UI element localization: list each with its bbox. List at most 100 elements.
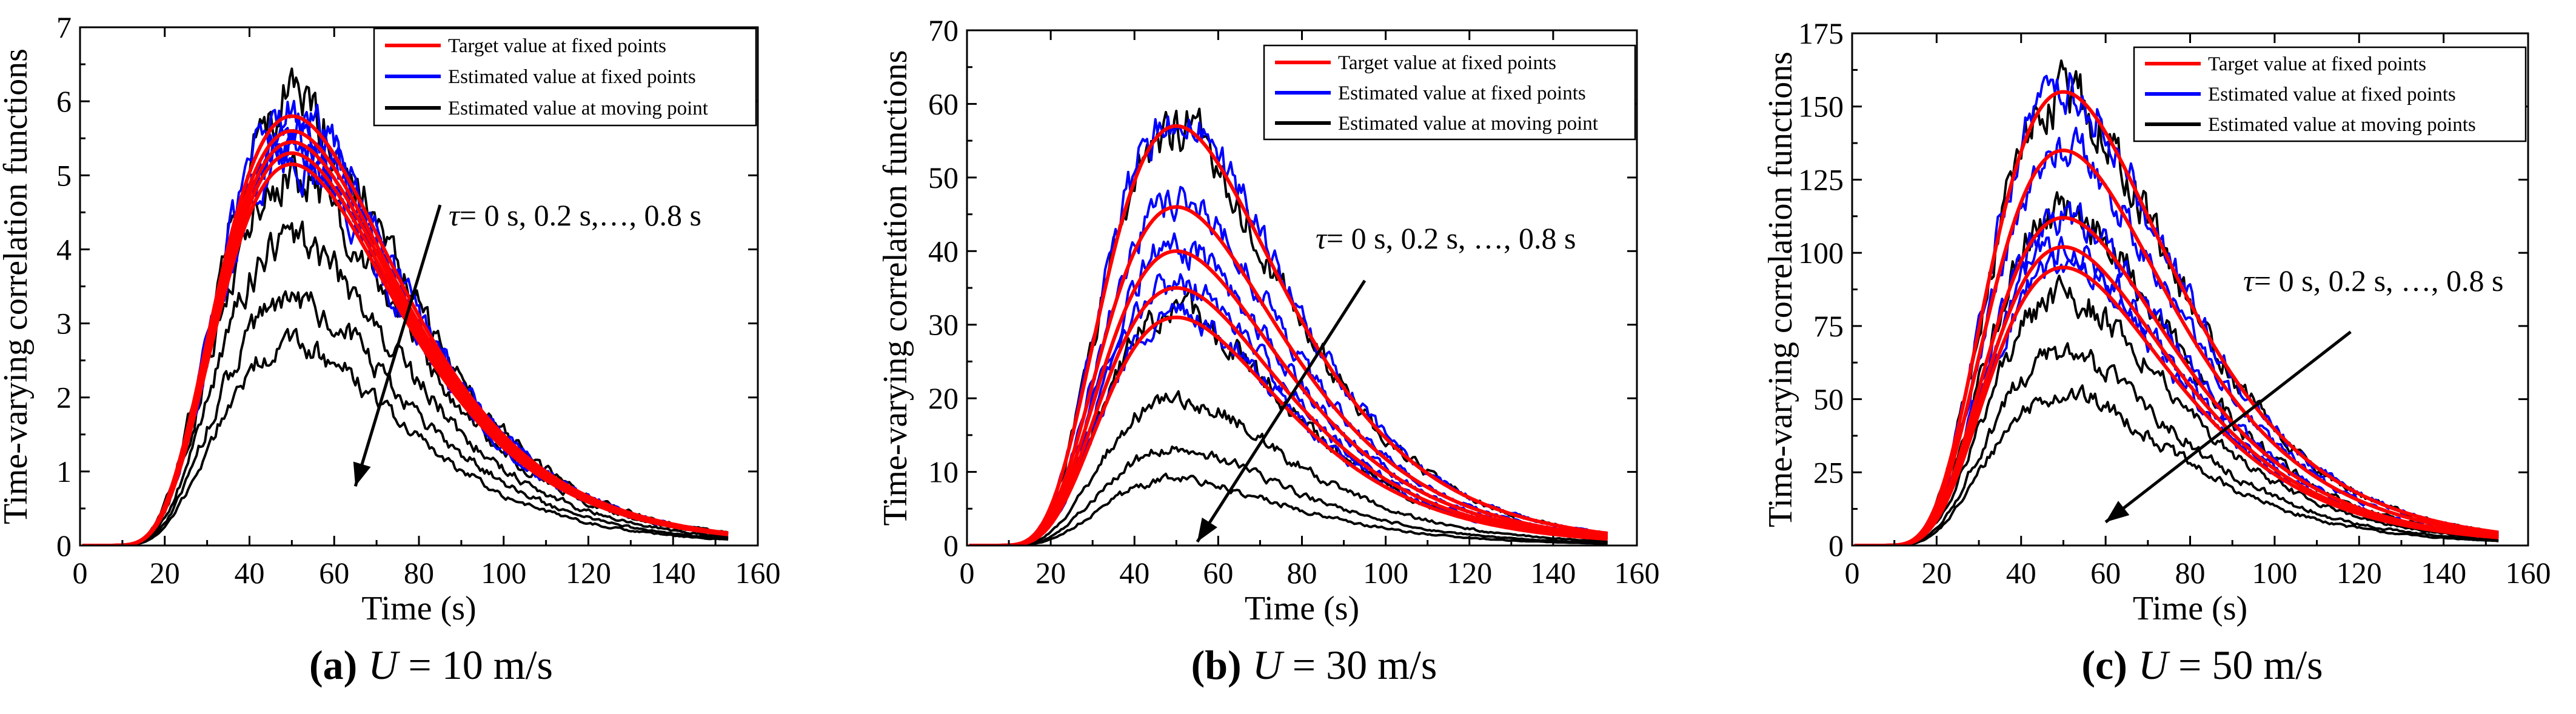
curves-c (1854, 59, 2499, 546)
series-line-c-2-3 (1854, 342, 2499, 546)
y-tick-label-a-5: 5 (56, 158, 72, 192)
y-tick-label-c-7: 175 (1798, 16, 1844, 50)
x-tick-label-a-7: 140 (651, 556, 696, 590)
series-line-b-1-4 (969, 302, 1608, 546)
series-line-c-0-2 (1854, 216, 2499, 546)
y-axis-title-c: Time-varying correlation functions (1762, 52, 1799, 527)
x-tick-label-c-6: 120 (2337, 556, 2382, 590)
x-tick-label-a-1: 20 (150, 556, 180, 590)
y-tick-label-c-6: 150 (1798, 90, 1844, 124)
annotation-values-c: = 0 s, 0.2 s, …, 0.8 s (2254, 264, 2504, 298)
x-tick-label-b-8: 160 (1614, 556, 1660, 590)
x-axis-title-a: Time (s) (361, 590, 476, 627)
chart-panel-c: 0 20 40 60 80 100 120 140 160 0 25 50 75 100 125 150 175… (1762, 16, 2551, 688)
caption-rest-a: = 10 m/s (398, 642, 553, 688)
y-tick-label-b-1: 10 (928, 455, 958, 489)
y-tick-label-c-1: 25 (1813, 455, 1844, 489)
annotation-arrow-c (2104, 330, 2352, 524)
y-tick-label-a-2: 2 (56, 381, 72, 415)
caption-var-a: U (368, 642, 400, 688)
y-axis-title-a: Time-varying correlation functions (0, 48, 35, 524)
annotation-text-b: τ= 0 s, 0.2 s, …, 0.8 s (1316, 221, 1576, 255)
x-tick-label-a-5: 100 (481, 556, 526, 590)
legend-label-a-2: Estimated value at moving point (448, 98, 708, 119)
y-tick-label-b-4: 40 (928, 234, 958, 268)
x-tick-label-b-4: 80 (1287, 556, 1317, 590)
chart-panel-b: 0 20 40 60 80 100 120 140 160 0 10 20 30 40 50 60 70 Time… (877, 13, 1660, 688)
legend-c: Target value at fixed points Estimated va… (2133, 46, 2527, 142)
caption-rest-b: = 30 m/s (1282, 642, 1437, 688)
x-axis-title-b: Time (s) (1245, 590, 1359, 627)
x-tick-label-c-5: 100 (2252, 556, 2297, 590)
legend-label-b-1: Estimated value at fixed points (1338, 82, 1586, 104)
series-line-a-2-4 (82, 328, 729, 546)
series-line-c-2-4 (1854, 384, 2499, 546)
annotation-tau-a: τ (449, 198, 461, 232)
x-tick-label-a-0: 0 (73, 556, 88, 590)
series-line-a-2-3 (82, 290, 729, 546)
series-line-c-2-1 (1854, 191, 2499, 546)
x-tick-label-b-1: 20 (1035, 556, 1066, 590)
x-tick-label-c-1: 20 (1921, 556, 1952, 590)
annotation-text-a: τ= 0 s, 0.2 s,…, 0.8 s (449, 198, 701, 232)
series-line-c-0-0 (1854, 90, 2499, 546)
caption-letter-b: (b) (1191, 642, 1242, 688)
x-tick-label-c-7: 140 (2421, 556, 2466, 590)
caption-var-c: U (2138, 642, 2170, 688)
x-tick-label-a-6: 120 (566, 556, 611, 590)
x-tick-label-c-0: 0 (1845, 556, 1860, 590)
y-axis-title-b: Time-varying correlation functions (877, 50, 914, 526)
series-line-a-1-2 (82, 131, 729, 546)
legend-label-c-1: Estimated value at fixed points (2208, 84, 2456, 105)
annotation-arrow-a (353, 204, 442, 487)
legend-label-a-1: Estimated value at fixed points (448, 66, 696, 88)
y-tick-label-c-3: 75 (1813, 309, 1844, 343)
series-line-b-2-3 (969, 445, 1608, 546)
y-tick-label-c-5: 125 (1798, 162, 1844, 196)
caption-b: (b) U = 30 m/s (1191, 642, 1437, 688)
series-line-a-1-3 (82, 128, 729, 546)
chart-panel-a: 0 20 40 60 80 100 120 140 160 0 1 2 3 4 5 6 7 Time (s) Tim… (0, 10, 781, 688)
caption-letter-a: (a) (309, 642, 357, 688)
annotation-arrowhead-c (2106, 501, 2130, 522)
x-tick-label-b-3: 60 (1203, 556, 1233, 590)
series-line-c-2-2 (1854, 275, 2499, 546)
x-tick-label-b-6: 120 (1447, 556, 1492, 590)
caption-rest-c: = 50 m/s (2168, 642, 2323, 688)
y-tick-label-a-0: 0 (56, 529, 72, 562)
y-tick-label-a-7: 7 (56, 10, 72, 44)
y-tick-label-b-2: 20 (928, 381, 958, 415)
series-line-a-1-1 (82, 111, 729, 546)
series-line-b-0-0 (969, 124, 1608, 546)
annotation-arrowhead-a (353, 461, 371, 487)
series-line-b-2-4 (969, 472, 1608, 546)
y-tick-label-b-7: 70 (928, 13, 958, 47)
caption-var-b: U (1253, 642, 1285, 688)
legend-a: Target value at fixed points Estimated va… (373, 27, 757, 127)
annotation-values-b: = 0 s, 0.2 s, …, 0.8 s (1326, 221, 1576, 255)
x-tick-label-b-0: 0 (960, 556, 975, 590)
series-line-b-0-3 (969, 286, 1608, 546)
series-line-c-0-4 (1854, 265, 2499, 546)
series-line-a-0-1 (82, 129, 729, 546)
series-line-b-0-4 (969, 315, 1608, 546)
x-tick-label-b-5: 100 (1363, 556, 1408, 590)
annotation-arrowhead-b (1197, 517, 1217, 542)
y-tick-label-c-4: 100 (1798, 236, 1844, 270)
x-tick-label-a-4: 80 (404, 556, 434, 590)
annotation-text-c: τ= 0 s, 0.2 s, …, 0.8 s (2243, 264, 2503, 298)
y-tick-label-a-1: 1 (56, 455, 72, 489)
annotation-tau-c: τ (2243, 264, 2255, 298)
x-axis-title-c: Time (s) (2133, 590, 2247, 627)
legend-label-c-0: Target value at fixed points (2208, 53, 2426, 75)
x-tick-label-b-7: 140 (1530, 556, 1576, 590)
x-tick-label-a-2: 40 (235, 556, 265, 590)
series-line-c-0-1 (1854, 148, 2499, 546)
curves-b (969, 107, 1608, 546)
x-tick-label-c-8: 160 (2506, 556, 2551, 590)
legend-b: Target value at fixed points Estimated va… (1263, 44, 1636, 141)
legend-label-c-2: Estimated value at moving points (2208, 114, 2476, 136)
x-tick-label-a-3: 60 (319, 556, 349, 590)
legend-label-a-0: Target value at fixed points (448, 35, 666, 57)
